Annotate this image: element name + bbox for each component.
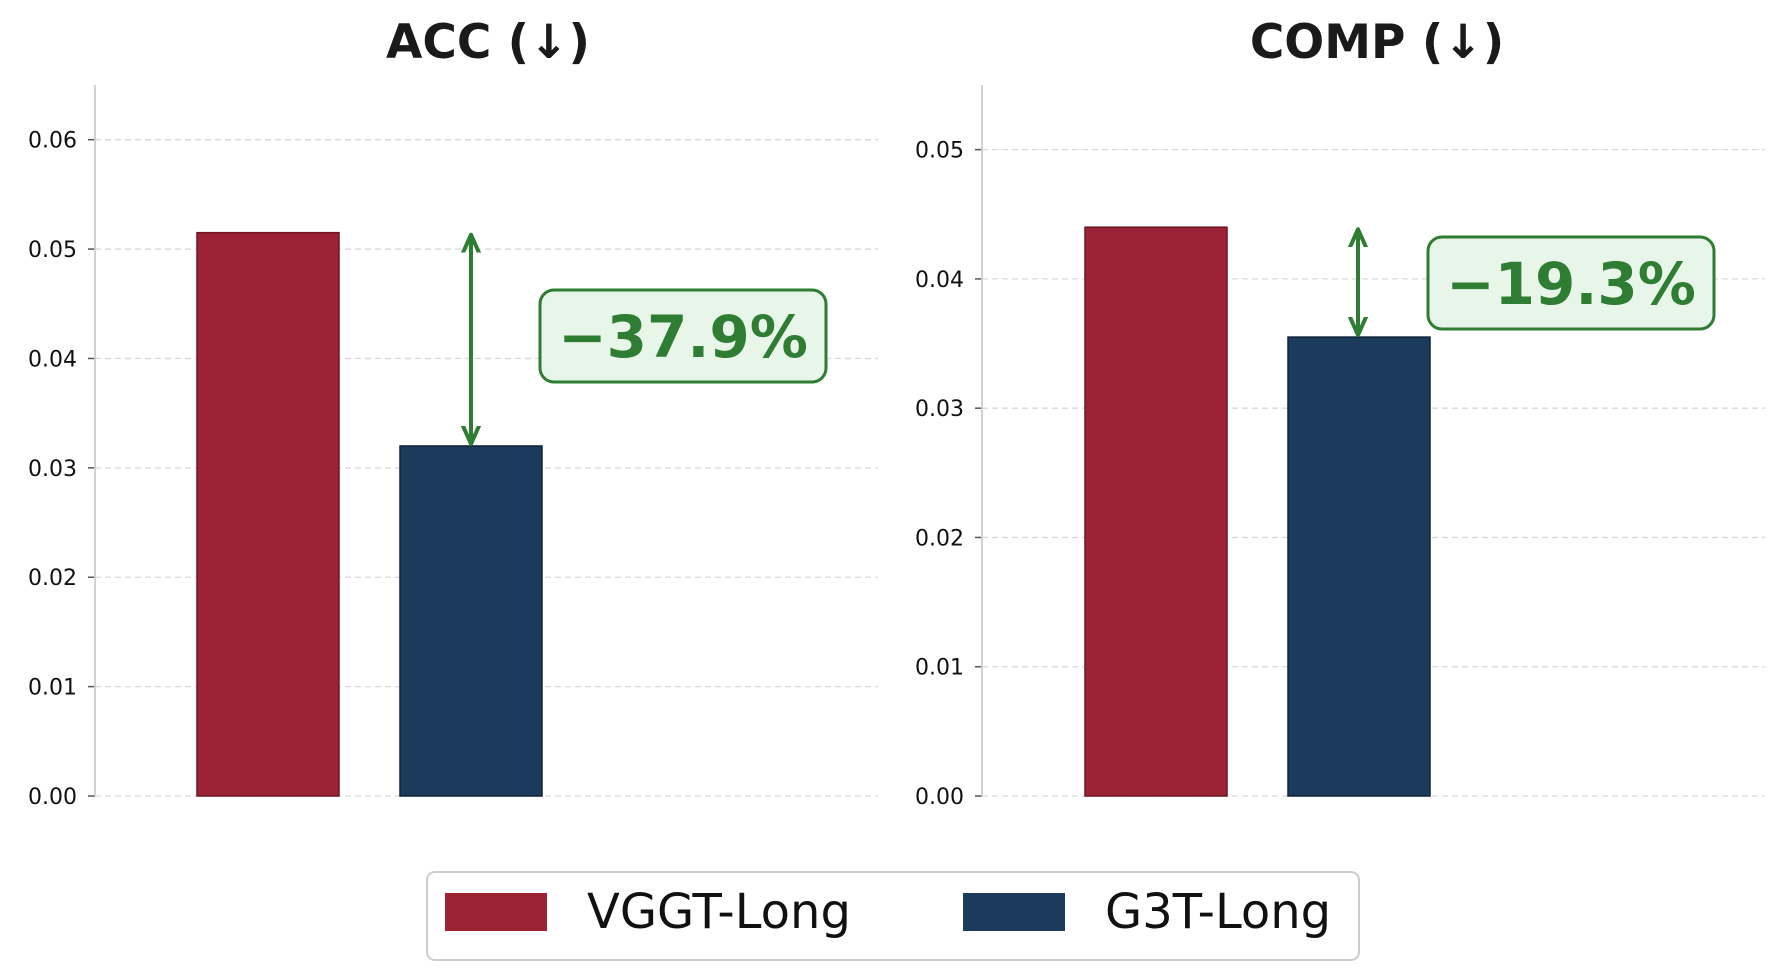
legend-frame xyxy=(426,871,1360,961)
acc-ytick-label: 0.02 xyxy=(28,566,77,591)
acc-ytick-label: 0.01 xyxy=(28,676,77,701)
acc-ytick-label: 0.03 xyxy=(28,457,77,482)
comp-title: COMP (↓) xyxy=(1250,15,1504,70)
acc-panel: ACC (↓) 0.00 0.01 0.02 0.03 0.04 0.05 0.06 −37… xyxy=(28,15,878,810)
acc-bar-vggt-long xyxy=(196,231,340,797)
legend: VGGT-Long G3T-Long xyxy=(426,871,1360,961)
comp-annotation: −19.3% xyxy=(1358,231,1716,333)
legend-label-g3t: G3T-Long xyxy=(1105,884,1331,940)
acc-diff-box xyxy=(538,288,828,384)
comp-ytick-label: 0.00 xyxy=(915,785,964,810)
acc-bar-g3t-long xyxy=(399,445,543,797)
acc-title: ACC (↓) xyxy=(386,15,590,70)
acc-bars xyxy=(196,231,543,797)
comp-ytick-label: 0.03 xyxy=(915,397,964,422)
legend-label-vggt: VGGT-Long xyxy=(587,884,851,940)
legend-swatch-g3t xyxy=(963,893,1065,931)
comp-bar-g3t-long xyxy=(1287,336,1431,797)
comp-bars xyxy=(1084,226,1431,797)
acc-ytick-label: 0.06 xyxy=(28,129,77,154)
acc-ytick-label: 0.00 xyxy=(28,785,77,810)
comp-bar-vggt-long xyxy=(1084,226,1228,797)
acc-annotation: −37.9% xyxy=(471,237,828,442)
comp-y-axis: 0.00 0.01 0.02 0.03 0.04 0.05 xyxy=(915,85,983,810)
comp-diff-label: −19.3% xyxy=(1446,250,1696,318)
comp-panel: COMP (↓) 0.00 0.01 0.02 0.03 0.04 0.05 −19.3% xyxy=(915,15,1765,810)
comp-diff-box xyxy=(1426,235,1716,331)
comp-ytick-label: 0.01 xyxy=(915,656,964,681)
acc-y-axis: 0.00 0.01 0.02 0.03 0.04 0.05 0.06 xyxy=(28,85,96,810)
acc-ytick-label: 0.04 xyxy=(28,347,77,372)
legend-swatch-vggt xyxy=(445,893,547,931)
acc-diff-label: −37.9% xyxy=(558,303,808,371)
comp-ytick-label: 0.02 xyxy=(915,526,964,551)
comp-ytick-label: 0.04 xyxy=(915,268,964,293)
comp-ytick-label: 0.05 xyxy=(915,139,964,164)
acc-ytick-label: 0.05 xyxy=(28,238,77,263)
